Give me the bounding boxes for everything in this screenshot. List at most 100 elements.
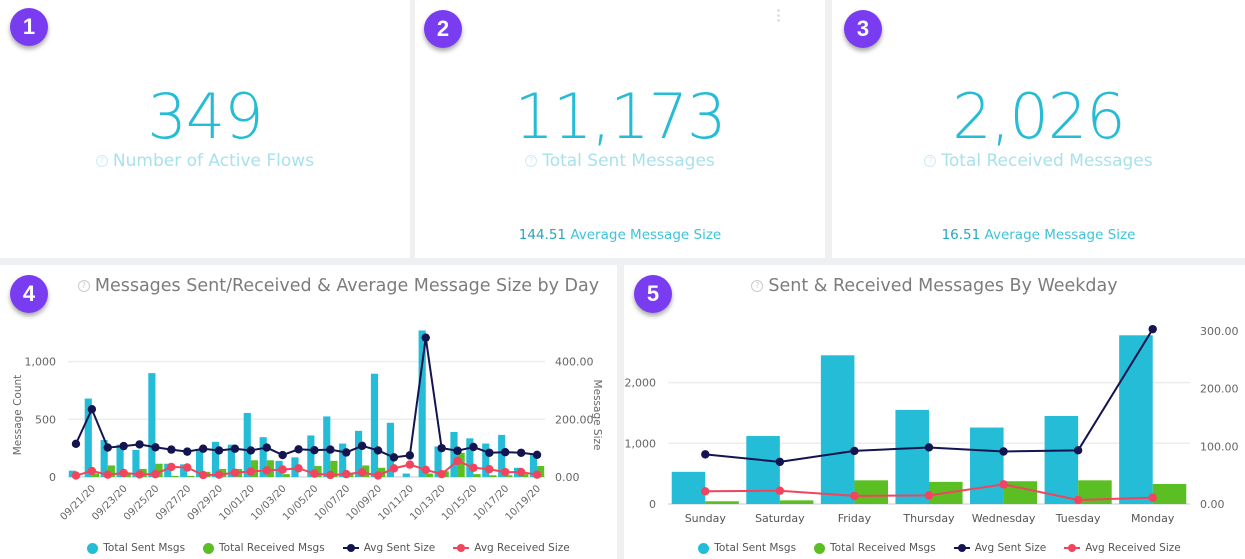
avg-sent-point[interactable] [453, 446, 462, 455]
avg-sent-point[interactable] [999, 447, 1008, 456]
avg-sent-point[interactable] [246, 446, 256, 455]
avg-sent-point[interactable] [310, 445, 319, 455]
avg-received-point[interactable] [405, 460, 415, 469]
bar-sent[interactable] [970, 427, 1004, 504]
bar-received[interactable] [1152, 483, 1187, 504]
avg-sent-point[interactable] [87, 405, 97, 414]
bar-sent[interactable] [211, 441, 220, 477]
avg-sent-point[interactable] [357, 441, 367, 451]
legend-item-received[interactable]: Total Received Msgs [814, 542, 936, 554]
avg-sent-point[interactable] [342, 448, 351, 457]
legend-item-received[interactable]: Total Received Msgs [203, 542, 325, 554]
avg-sent-point[interactable] [469, 442, 478, 452]
avg-received-point[interactable] [167, 462, 176, 472]
bar-sent[interactable] [227, 444, 235, 477]
avg-sent-point[interactable] [775, 457, 785, 467]
bar-received[interactable] [1078, 480, 1112, 504]
bar-received[interactable] [505, 475, 513, 477]
avg-received-point[interactable] [342, 469, 351, 479]
bar-sent[interactable] [370, 373, 379, 477]
bar-sent[interactable] [84, 398, 92, 477]
bar-received[interactable] [537, 466, 545, 477]
help-icon[interactable]: ? [751, 280, 764, 292]
avg-received-point[interactable] [701, 487, 710, 496]
avg-sent-point[interactable] [373, 446, 383, 455]
avg-received-point[interactable] [924, 491, 934, 500]
weekday-chart-plot[interactable]: 0 1,000 2,000 0.00 100.00 200.00 300.00 Sunday S… [624, 265, 1245, 559]
avg-received-point[interactable] [485, 465, 494, 474]
avg-received-point[interactable] [310, 469, 319, 478]
bar-received[interactable] [378, 467, 386, 477]
legend-item-avg-sent[interactable]: Avg Sent Size [342, 542, 435, 554]
avg-received-point[interactable] [532, 470, 542, 479]
avg-received-point[interactable] [294, 464, 303, 473]
bar-received[interactable] [123, 473, 131, 477]
legend-item-avg-received[interactable]: Avg Received Size [1064, 542, 1181, 554]
bar-sent[interactable] [148, 373, 156, 477]
bar-sent[interactable] [895, 409, 929, 504]
avg-received-point[interactable] [421, 465, 430, 474]
avg-sent-point[interactable] [1073, 446, 1083, 455]
avg-sent-point[interactable] [437, 443, 446, 453]
avg-sent-point[interactable] [71, 439, 81, 449]
bar-received[interactable] [171, 475, 179, 477]
bar-received[interactable] [473, 474, 481, 477]
help-icon[interactable]: ? [95, 155, 108, 167]
avg-sent-point[interactable] [230, 444, 240, 453]
avg-sent-point[interactable] [135, 440, 144, 449]
bar-received[interactable] [155, 463, 163, 477]
bar-received[interactable] [330, 460, 338, 477]
avg-received-point[interactable] [469, 463, 478, 472]
avg-received-point[interactable] [183, 463, 192, 472]
bar-sent[interactable] [243, 412, 251, 477]
avg-received-point[interactable] [1148, 493, 1157, 502]
bar-sent[interactable] [386, 422, 394, 477]
bar-sent[interactable] [434, 446, 442, 477]
more-options-icon[interactable] [777, 9, 781, 25]
legend-item-sent[interactable]: Total Sent Msgs [87, 542, 185, 554]
avg-received-point[interactable] [357, 468, 367, 477]
bar-sent[interactable] [746, 436, 780, 504]
avg-sent-point[interactable] [850, 446, 859, 456]
bar-sent[interactable] [164, 463, 172, 477]
avg-sent-point[interactable] [326, 445, 335, 454]
bar-sent[interactable] [671, 471, 706, 504]
bar-received[interactable] [187, 475, 195, 477]
avg-sent-point[interactable] [532, 450, 542, 459]
avg-received-point[interactable] [103, 470, 112, 479]
avg-received-point[interactable] [1073, 495, 1083, 505]
bar-sent[interactable] [339, 443, 347, 477]
bar-received[interactable] [521, 474, 529, 477]
bar-received[interactable] [705, 501, 739, 504]
avg-received-point[interactable] [373, 471, 383, 480]
avg-received-point[interactable] [516, 467, 526, 477]
avg-sent-point[interactable] [214, 446, 224, 455]
avg-sent-point[interactable] [405, 451, 415, 460]
bar-received[interactable] [489, 475, 497, 477]
bar-sent[interactable] [529, 455, 538, 477]
avg-sent-point[interactable] [516, 448, 526, 457]
bar-sent[interactable] [450, 432, 458, 477]
bar-sent[interactable] [323, 416, 331, 477]
avg-received-point[interactable] [87, 466, 97, 476]
bar-sent[interactable] [195, 449, 204, 477]
avg-sent-point[interactable] [421, 333, 430, 342]
avg-received-point[interactable] [262, 466, 271, 475]
bar-received[interactable] [854, 480, 888, 504]
bar-received[interactable] [779, 500, 814, 504]
bar-received[interactable] [282, 474, 290, 477]
bar-sent[interactable] [307, 435, 315, 477]
bar-sent[interactable] [820, 355, 855, 504]
avg-sent-point[interactable] [103, 443, 112, 452]
avg-received-point[interactable] [135, 470, 144, 479]
help-icon[interactable]: ? [77, 280, 90, 292]
bar-sent[interactable] [354, 430, 363, 477]
avg-received-point[interactable] [119, 468, 128, 478]
bar-sent[interactable] [402, 473, 410, 477]
daily-chart-plot[interactable]: 05001,0000.00200.00400.0009/21/2009/23/2… [0, 265, 617, 559]
avg-sent-point[interactable] [119, 441, 128, 451]
avg-received-point[interactable] [71, 471, 81, 480]
avg-sent-point[interactable] [1148, 324, 1157, 334]
bar-sent[interactable] [418, 330, 426, 477]
avg-received-point[interactable] [230, 468, 240, 477]
